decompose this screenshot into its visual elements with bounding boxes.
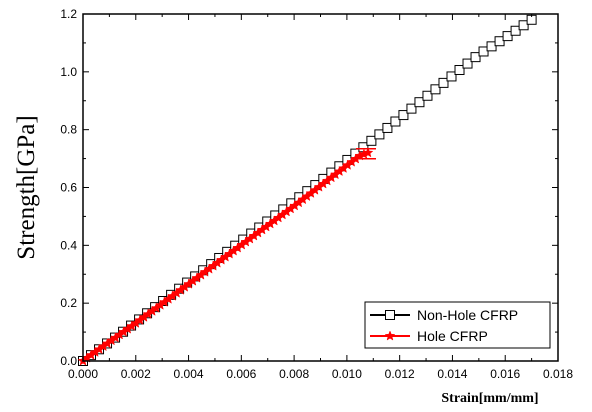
y-tick-label: 0.0 [60, 354, 77, 368]
series-point [518, 20, 529, 31]
legend-marker [384, 330, 396, 341]
y-tick-label: 1.2 [60, 7, 77, 21]
series-point [422, 90, 433, 101]
series-point [414, 97, 425, 108]
x-tick-label: 0.002 [121, 367, 151, 381]
series-point [470, 52, 481, 63]
x-tick-label: 0.018 [543, 367, 573, 381]
x-tick-label: 0.004 [174, 367, 204, 381]
series-point [462, 58, 473, 69]
legend-items: Non-Hole CFRP Hole CFRP [370, 307, 518, 344]
series-point [486, 41, 497, 52]
y-tick-label: 0.4 [60, 238, 77, 252]
x-tick-label: 0.012 [385, 367, 415, 381]
series-point [374, 129, 385, 140]
series-hole-cfrp [77, 147, 376, 366]
x-tick-label: 0.006 [226, 367, 256, 381]
y-tick-label: 1.0 [60, 65, 77, 79]
axis-layer: 0.000 0.002 0.004 0.006 0.008 0.010 0.012 0.014… [60, 7, 573, 381]
series-point [478, 46, 489, 57]
series-point [502, 31, 513, 42]
series-point [494, 36, 505, 47]
series-point [362, 147, 374, 158]
series-point [454, 65, 465, 76]
series-point [406, 103, 417, 114]
x-tick-label: 0.014 [437, 367, 467, 381]
series-layer [77, 14, 537, 366]
series-point [438, 77, 449, 88]
legend-entry: Hole CFRP [370, 328, 488, 344]
legend-label: Non-Hole CFRP [417, 307, 518, 323]
x-tick-label: 0.010 [332, 367, 362, 381]
x-axis-label: Strain[mm/mm] [441, 391, 538, 406]
x-tick-label: 0.016 [490, 367, 520, 381]
legend-entry: Non-Hole CFRP [370, 307, 518, 323]
series-point [430, 84, 441, 95]
series-point [398, 110, 409, 121]
y-tick-label: 0.8 [60, 123, 77, 137]
series-point [510, 25, 521, 36]
series-point [390, 116, 401, 127]
y-axis-label: Strength[GPa] [13, 115, 40, 259]
series-point [446, 71, 457, 82]
series-point [366, 135, 377, 146]
x-tick-label: 0.000 [68, 367, 98, 381]
legend: Non-Hole CFRP Hole CFRP [364, 301, 551, 349]
legend-box [364, 301, 551, 349]
series-point [382, 122, 393, 133]
legend-label: Hole CFRP [417, 328, 488, 344]
y-tick-label: 0.2 [60, 296, 77, 310]
x-tick-label: 0.008 [279, 367, 309, 381]
legend-marker [385, 310, 395, 320]
y-tick-label: 0.6 [60, 181, 77, 195]
